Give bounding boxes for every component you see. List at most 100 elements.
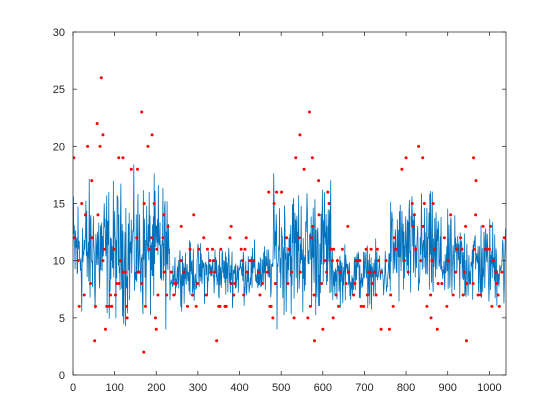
- x-tick-label: 400: [230, 382, 248, 394]
- data-point: [312, 293, 316, 297]
- data-point: [267, 190, 271, 194]
- data-point: [435, 327, 439, 331]
- data-point: [406, 270, 410, 274]
- data-point: [73, 156, 76, 160]
- data-point: [404, 156, 408, 160]
- data-point: [140, 282, 144, 286]
- data-point: [347, 270, 351, 274]
- data-point: [312, 339, 316, 343]
- data-point: [155, 247, 159, 251]
- data-point: [287, 247, 291, 251]
- data-point: [86, 144, 90, 148]
- data-point: [182, 270, 186, 274]
- data-point: [103, 327, 107, 331]
- data-point: [430, 259, 434, 263]
- data-point: [93, 339, 97, 343]
- data-point: [265, 270, 269, 274]
- data-point: [331, 316, 335, 320]
- data-point: [147, 247, 151, 251]
- data-point: [112, 247, 116, 251]
- data-point: [224, 304, 228, 308]
- data-point: [402, 259, 406, 263]
- data-point: [172, 293, 176, 297]
- data-point: [481, 224, 485, 228]
- data-point: [459, 236, 463, 240]
- data-point: [358, 259, 362, 263]
- x-tick-label: 500: [272, 382, 290, 394]
- data-point: [449, 213, 453, 217]
- data-point: [98, 144, 102, 148]
- x-tick-label: 900: [439, 382, 457, 394]
- data-point: [105, 304, 109, 308]
- data-point: [462, 270, 466, 274]
- data-point: [504, 236, 506, 240]
- data-point: [213, 270, 217, 274]
- data-point: [455, 247, 459, 251]
- data-point: [186, 304, 189, 308]
- data-point: [123, 270, 127, 274]
- data-point: [252, 259, 256, 263]
- data-point: [240, 259, 244, 263]
- data-point: [140, 110, 144, 114]
- data-point: [121, 270, 125, 274]
- data-point: [108, 293, 112, 297]
- data-point: [260, 282, 264, 286]
- data-point: [125, 304, 129, 308]
- data-point: [218, 304, 222, 308]
- x-tick-label: 0: [70, 382, 76, 394]
- data-point: [419, 259, 423, 263]
- y-axis: 0 5 10 15 20 25 30: [53, 27, 506, 382]
- x-tick-label: 200: [147, 382, 165, 394]
- data-point: [369, 247, 373, 251]
- data-point: [137, 270, 141, 274]
- data-point: [335, 259, 339, 263]
- data-point: [317, 179, 321, 183]
- data-point: [88, 282, 92, 286]
- data-point: [280, 190, 284, 194]
- data-point: [454, 270, 458, 274]
- data-point: [310, 236, 314, 240]
- data-point: [285, 236, 289, 240]
- x-axis: 0 100 200 300 400 500 600 700 800 900 1000: [70, 32, 502, 394]
- data-point: [442, 236, 446, 240]
- x-tick-label: 1000: [477, 382, 501, 394]
- data-point: [294, 156, 298, 160]
- data-point: [352, 293, 356, 297]
- data-point: [464, 339, 468, 343]
- data-point: [497, 304, 501, 308]
- data-point: [275, 190, 279, 194]
- data-point: [325, 270, 329, 274]
- data-point: [308, 304, 312, 308]
- data-point: [129, 167, 133, 171]
- data-point: [169, 270, 173, 274]
- data-point: [292, 316, 296, 320]
- data-point: [400, 167, 404, 171]
- data-point: [93, 304, 97, 308]
- data-point: [496, 293, 500, 297]
- series-line: [73, 164, 506, 330]
- data-point: [125, 316, 129, 320]
- data-point: [209, 270, 213, 274]
- data-point: [484, 247, 488, 251]
- data-point: [90, 236, 94, 240]
- data-point: [302, 167, 306, 171]
- data-point: [392, 236, 396, 240]
- data-point: [194, 304, 198, 308]
- data-point: [166, 224, 170, 228]
- data-point: [321, 327, 325, 331]
- data-point: [146, 144, 150, 148]
- data-point: [340, 247, 344, 251]
- data-point: [272, 202, 276, 205]
- data-point: [411, 224, 415, 228]
- data-point: [117, 282, 121, 286]
- data-point: [330, 259, 334, 263]
- data-point: [338, 270, 342, 274]
- data-point: [410, 202, 414, 205]
- y-tick-label: 20: [53, 141, 65, 153]
- data-point: [451, 293, 455, 297]
- data-point: [215, 339, 219, 343]
- y-tick-label: 5: [59, 313, 65, 325]
- data-point: [121, 156, 125, 160]
- data-point: [165, 293, 169, 297]
